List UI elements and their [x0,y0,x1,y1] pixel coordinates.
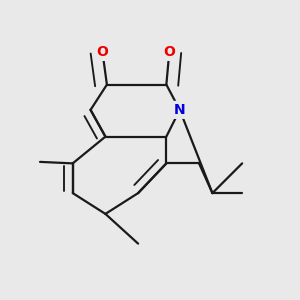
Text: N: N [174,103,185,117]
Text: O: O [164,45,175,59]
Text: O: O [97,45,108,59]
